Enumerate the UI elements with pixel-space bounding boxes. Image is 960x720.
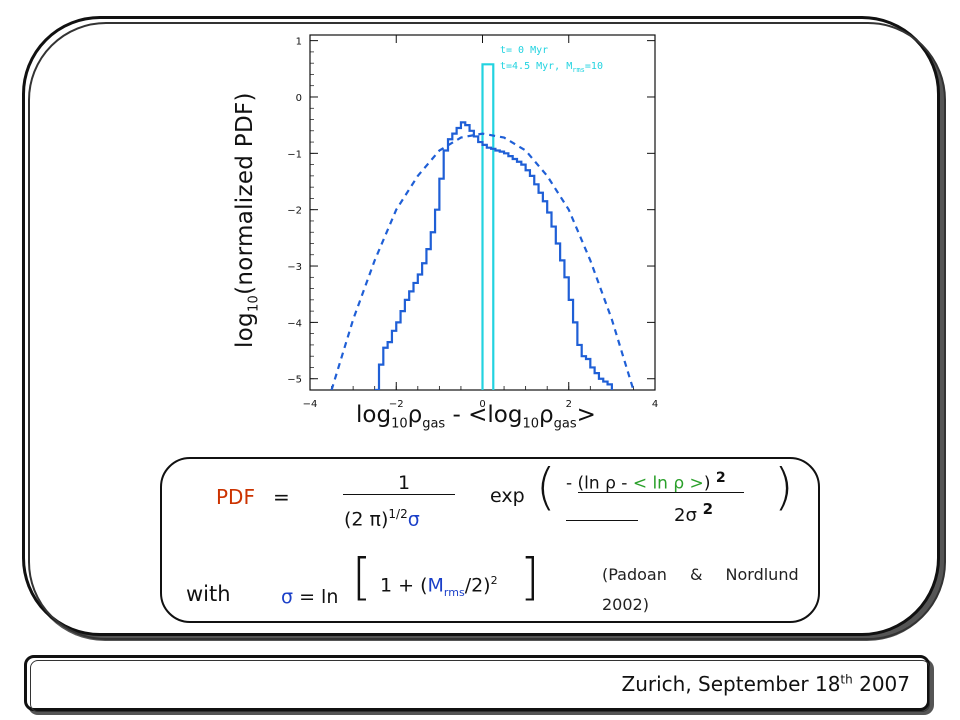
exp-denominator: 2σ 2: [674, 500, 714, 526]
x-tick-label: 2: [566, 399, 572, 410]
y-axis-label: log10(normalized PDF): [232, 92, 262, 348]
paren-left: (: [536, 458, 556, 516]
series-line-1: [374, 121, 613, 390]
sigma-definition: σ = ln: [281, 586, 339, 608]
exp-label: exp: [490, 485, 525, 507]
sigma-inner-expression: 1 + (Mrms/2)2: [380, 574, 498, 600]
x-tick-label: 0: [479, 399, 485, 410]
with-label: with: [186, 582, 231, 606]
y-tick-label: −4: [287, 318, 302, 329]
pdf-chart-svg: −4 −2 0 2 4 1 0 −1 −2 −3 −4 −5 t= 0 Myr t=4.5 Myr, Mr…: [287, 34, 658, 410]
footer-bar: [24, 655, 930, 711]
legend-entry-t45: t=4.5 Myr, Mrms=10: [500, 61, 603, 74]
x-tick-label: −2: [389, 399, 404, 410]
fraction-line-1: [343, 494, 455, 495]
y-tick-label: −5: [287, 375, 302, 386]
bracket-left: [: [352, 548, 372, 606]
fraction-line-2: [566, 520, 638, 521]
y-tick-label: 0: [296, 93, 302, 104]
footer-inner-border: [30, 660, 930, 712]
pdf-chart: −4 −2 0 2 4 1 0 −1 −2 −3 −4 −5 t= 0 Myr t=4.5 Myr, Mr…: [255, 25, 675, 445]
y-tick-label: −2: [287, 206, 302, 217]
exp-numerator: - (ln ρ - < ln ρ >) 2: [566, 470, 726, 494]
bracket-right: ]: [520, 548, 540, 606]
x-axis-label: log10ρgas - <log10ρgas>: [356, 402, 596, 432]
citation: (Padoan & Nordlund 2002): [602, 565, 799, 614]
numerator-one: 1: [398, 472, 411, 494]
y-tick-label: 1: [296, 37, 302, 48]
legend-entry-t0: t= 0 Myr: [500, 45, 548, 56]
x-tick-label: −4: [303, 399, 318, 410]
x-tick-label: 4: [652, 399, 658, 410]
y-tick-label: −1: [287, 149, 302, 160]
pdf-label: PDF: [216, 485, 255, 509]
numerator-underline: [578, 492, 744, 493]
equals-sign: =: [273, 485, 290, 509]
y-tick-label: −3: [287, 262, 302, 273]
footer-date: Zurich, September 18th 2007: [621, 672, 910, 696]
denominator-1: (2 π)1/2σ: [344, 507, 420, 531]
main-panel-inner-border: [28, 22, 946, 640]
series-line-0: [481, 63, 495, 390]
paren-right: ): [774, 458, 794, 516]
formula-box: [160, 457, 820, 623]
series-line-2: [330, 132, 635, 390]
